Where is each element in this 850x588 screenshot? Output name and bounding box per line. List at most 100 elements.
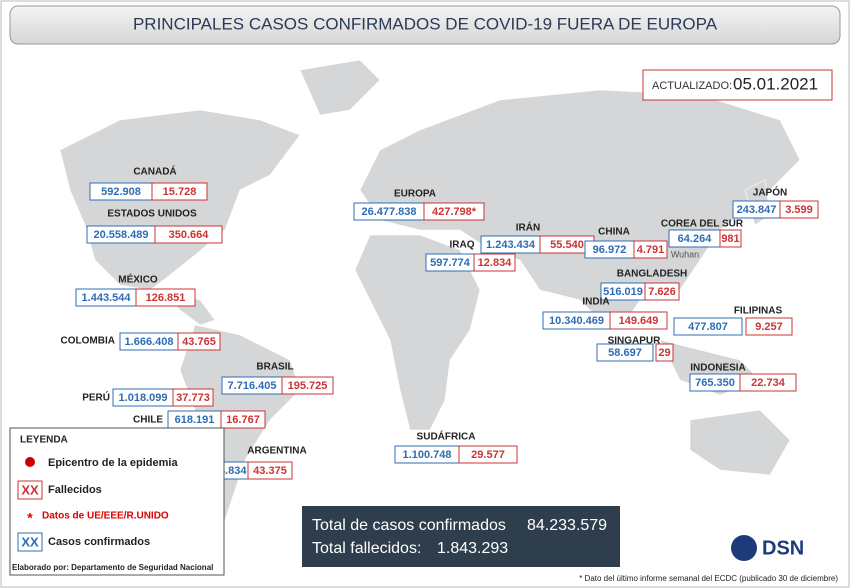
deaths: 29 (658, 347, 670, 359)
deaths: 12.834 (478, 257, 513, 269)
epicenter-label: Wuhan (671, 249, 699, 259)
updated-label: ACTUALIZADO: (652, 80, 732, 92)
country-name: CHILE (133, 415, 163, 426)
deaths-box (458, 445, 518, 464)
legend-title: LEYENDA (20, 435, 68, 446)
confirmed-cases-box (596, 343, 654, 362)
deaths: 16.767 (226, 414, 260, 426)
deaths-box (719, 229, 742, 248)
confirmed-cases: 1.666.408 (125, 336, 174, 348)
country-name: CANADÁ (133, 165, 176, 178)
updated-box (642, 69, 833, 101)
deaths: 427.798* (432, 206, 477, 218)
country-name: BRASIL (256, 362, 293, 373)
country-name: COREA DEL SUR (661, 219, 744, 230)
confirmed-cases: 58.697 (608, 347, 642, 359)
confirmed-cases: 64.264 (678, 233, 713, 245)
confirmed-cases-box (673, 317, 743, 336)
logo-text: DSN (762, 537, 804, 559)
legend-eu-symbol: * (27, 510, 33, 526)
legend-epicenter-dot (25, 457, 35, 467)
confirmed-cases: 7.716.405 (228, 380, 277, 392)
country-name: SINGAPUR (608, 336, 662, 347)
confirmed-cases: 516.019 (603, 286, 643, 298)
deaths-box (745, 317, 793, 336)
confirmed-cases: 477.807 (688, 321, 728, 333)
country-name: CHINA (598, 227, 630, 238)
confirmed-cases: 1.443.544 (82, 292, 132, 304)
totals-confirmed: 84.233.579 (527, 517, 607, 534)
legend-eu: Datos de UE/EEE/R.UNIDO (42, 511, 169, 522)
confirmed-cases: 592.908 (101, 186, 141, 198)
confirmed-cases: 96.972 (593, 244, 627, 256)
country-name: PERÚ (82, 391, 110, 404)
deaths: 195.725 (288, 380, 328, 392)
deaths-box (151, 182, 208, 201)
logo-emblem (731, 535, 757, 561)
confirmed-cases: 26.477.838 (361, 206, 416, 218)
country-name: FILIPINAS (734, 306, 783, 317)
deaths-box (135, 288, 196, 307)
country-name: IRAQ (450, 240, 475, 251)
legend-confirmed: Casos confirmados (48, 536, 150, 548)
legend-confirmed-box (17, 532, 43, 552)
confirmed-cases: 10.340.469 (549, 315, 604, 327)
confirmed-cases: 765.350 (695, 377, 735, 389)
totals-confirmed-label: Total de casos confirmados (312, 517, 506, 534)
legend-deaths-symbol: XX (21, 482, 39, 497)
deaths: 9.257 (755, 321, 783, 333)
deaths-box (609, 311, 668, 330)
deaths: 29.577 (471, 449, 505, 461)
deaths: 981 (721, 233, 739, 245)
deaths: 43.765 (182, 336, 216, 348)
legend-epicenter: Epicentro de la epidemia (48, 457, 178, 469)
country-name: SUDÁFRICA (417, 430, 476, 443)
legend-deaths-box (17, 480, 43, 500)
deaths-box (423, 202, 485, 221)
confirmed-cases: 1.100.748 (403, 449, 452, 461)
legend-deaths: Fallecidos (48, 484, 102, 496)
country-name: ARGENTINA (247, 446, 306, 457)
deaths: 15.728 (163, 186, 197, 198)
deaths-box (220, 410, 266, 429)
country-name: JAPÓN (753, 186, 787, 199)
country-name: BANGLADESH (617, 269, 688, 280)
header-bar (9, 5, 841, 45)
confirmed-cases: 1.243.434 (486, 239, 536, 251)
totals-deaths-label: Total fallecidos: (312, 540, 421, 557)
country-name: COLOMBIA (61, 336, 115, 347)
deaths-box (644, 282, 680, 301)
deaths-box (779, 200, 819, 219)
deaths-box (633, 240, 668, 259)
footnote: * Dato del último informe semanal del EC… (579, 574, 838, 583)
deaths: 7.626 (648, 286, 676, 298)
deaths-box (655, 343, 674, 362)
country-name: IRÁN (516, 221, 540, 234)
deaths: 149.649 (619, 315, 659, 327)
deaths-box (154, 225, 223, 244)
confirmed-cases: 597.774 (430, 257, 471, 269)
deaths-box (281, 376, 334, 395)
title: PRINCIPALES CASOS CONFIRMADOS DE COVID-1… (133, 14, 718, 33)
totals-box (302, 506, 620, 567)
country-name: EUROPA (394, 189, 436, 200)
updated-date: 05.01.2021 (733, 74, 818, 93)
country-name: INDIA (582, 297, 609, 308)
country-name: MÉXICO (118, 273, 158, 286)
deaths: 350.664 (169, 229, 210, 241)
deaths-box (172, 388, 214, 407)
deaths: 22.734 (751, 377, 786, 389)
totals-deaths: 1.843.293 (437, 540, 508, 557)
deaths-box (473, 253, 516, 272)
country-name: INDONESIA (690, 363, 746, 374)
confirmed-cases: 243.847 (737, 204, 777, 216)
deaths-box (247, 461, 293, 480)
credit: Elaborado por: Departamento de Seguridad… (12, 563, 213, 572)
deaths: 37.773 (176, 392, 210, 404)
confirmed-cases: 618.191 (175, 414, 215, 426)
deaths: 55.540 (550, 239, 584, 251)
legend-confirmed-symbol: XX (21, 534, 39, 549)
deaths: 43.375 (253, 465, 287, 477)
country-labels: CANADÁ 592.908 15.728 ESTADOS UNIDOS 20.558.… (61, 165, 819, 480)
deaths: 126.851 (146, 292, 186, 304)
